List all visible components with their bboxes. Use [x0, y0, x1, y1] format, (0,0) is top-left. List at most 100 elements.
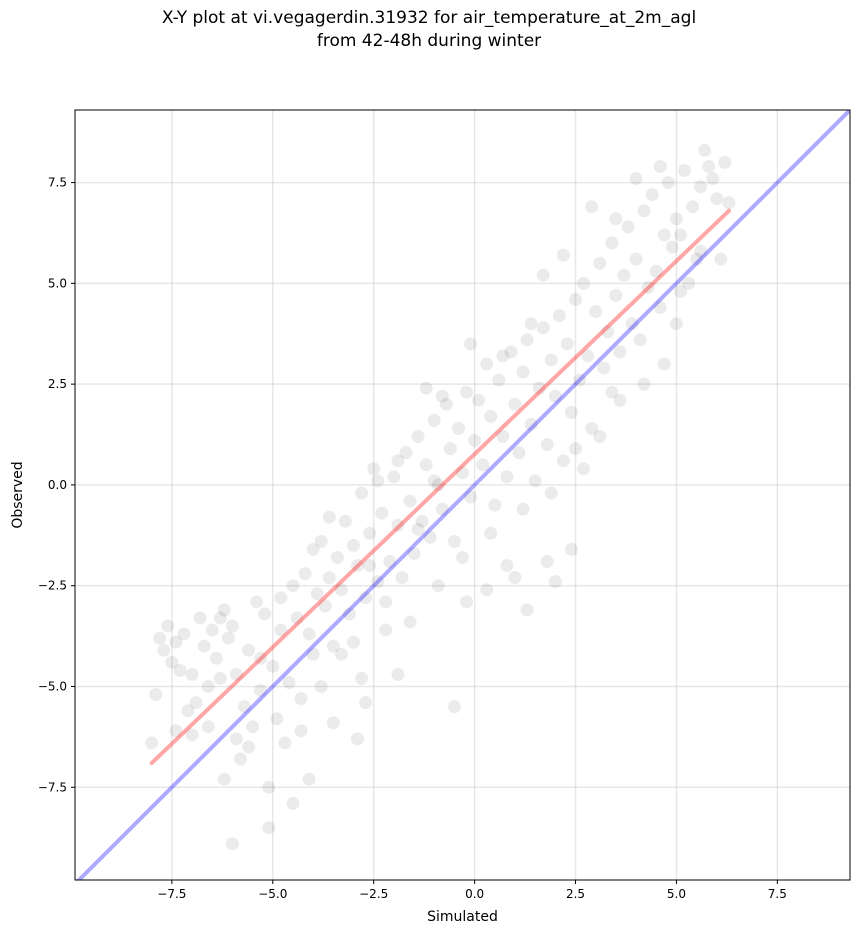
data-point — [209, 651, 223, 665]
data-point — [419, 381, 433, 395]
data-point — [536, 321, 550, 335]
data-point — [629, 252, 643, 266]
data-point — [629, 172, 643, 186]
data-point — [306, 542, 320, 556]
data-point — [601, 325, 615, 339]
data-point — [407, 546, 421, 560]
data-point — [492, 373, 506, 387]
x-tick-label: −2.5 — [359, 887, 388, 901]
data-point — [637, 377, 651, 391]
x-tick-label: 7.5 — [768, 887, 787, 901]
data-point — [690, 252, 704, 266]
data-point — [419, 458, 433, 472]
data-point — [375, 506, 389, 520]
data-point — [286, 579, 300, 593]
data-point — [613, 393, 627, 407]
data-point — [302, 627, 316, 641]
data-point — [657, 228, 671, 242]
data-point — [665, 240, 679, 254]
data-point — [363, 559, 377, 573]
data-point — [262, 780, 276, 794]
data-point — [500, 470, 514, 484]
x-tick-label: 2.5 — [566, 887, 585, 901]
data-point — [322, 571, 336, 585]
data-point — [722, 196, 736, 210]
reference-lines — [76, 110, 850, 880]
y-tick-label: −5.0 — [38, 679, 67, 693]
data-point — [254, 651, 268, 665]
data-point — [322, 510, 336, 524]
data-point — [621, 220, 635, 234]
y-tick-label: −2.5 — [38, 579, 67, 593]
data-point — [661, 176, 675, 190]
data-point — [443, 442, 457, 456]
data-point — [569, 292, 583, 306]
data-point — [367, 462, 381, 476]
data-point — [698, 143, 712, 157]
data-point — [617, 268, 631, 282]
data-point — [242, 740, 256, 754]
data-point — [544, 486, 558, 500]
x-tick-label: −5.0 — [258, 887, 287, 901]
data-point — [718, 155, 732, 169]
data-point — [254, 684, 268, 698]
data-point — [714, 252, 728, 266]
data-point — [359, 696, 373, 710]
data-point — [173, 663, 187, 677]
data-point — [314, 679, 328, 693]
data-point — [577, 276, 591, 290]
data-point — [488, 498, 502, 512]
data-point — [391, 518, 405, 532]
data-point — [669, 212, 683, 226]
data-point — [435, 502, 449, 516]
data-point — [597, 361, 611, 375]
data-point — [338, 514, 352, 528]
data-point — [520, 333, 534, 347]
data-point — [564, 405, 578, 419]
data-point — [221, 631, 235, 645]
data-point — [605, 385, 619, 399]
data-point — [225, 619, 239, 633]
data-point — [238, 700, 252, 714]
data-point — [403, 494, 417, 508]
data-point — [633, 333, 647, 347]
data-point — [560, 337, 574, 351]
data-point — [528, 474, 542, 488]
data-point — [153, 631, 167, 645]
data-point — [556, 454, 570, 468]
data-point — [673, 228, 687, 242]
data-point — [169, 724, 183, 738]
data-point — [552, 309, 566, 323]
data-point — [351, 559, 365, 573]
x-tick-label: 5.0 — [667, 887, 686, 901]
data-point — [460, 595, 474, 609]
data-point — [225, 837, 239, 851]
data-point — [149, 688, 163, 702]
data-point — [706, 172, 720, 186]
data-point — [427, 413, 441, 427]
data-point — [585, 421, 599, 435]
data-point — [702, 159, 716, 173]
data-point — [185, 667, 199, 681]
data-point — [544, 353, 558, 367]
data-point — [326, 639, 340, 653]
data-point — [294, 724, 308, 738]
data-point — [556, 248, 570, 262]
data-point — [169, 635, 183, 649]
data-point — [516, 365, 530, 379]
data-point — [427, 474, 441, 488]
data-point — [468, 434, 482, 448]
data-point — [282, 675, 296, 689]
data-point — [431, 478, 445, 492]
data-point — [669, 317, 683, 331]
data-point — [306, 647, 320, 661]
data-point — [540, 555, 554, 569]
data-point — [613, 345, 627, 359]
data-point — [657, 357, 671, 371]
data-point — [637, 204, 651, 218]
data-point — [270, 712, 284, 726]
y-tick-label: −7.5 — [38, 780, 67, 794]
data-point — [536, 268, 550, 282]
identity-line — [76, 110, 850, 880]
data-point — [480, 357, 494, 371]
